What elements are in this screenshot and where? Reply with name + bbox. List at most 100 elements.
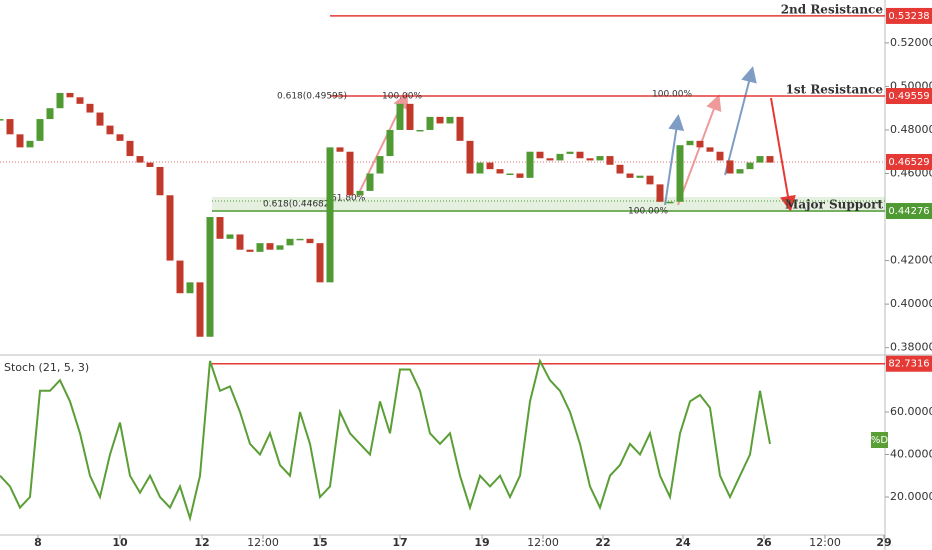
candle: [16, 134, 24, 148]
candle: [646, 175, 654, 185]
candle: [446, 116, 454, 124]
candle: [316, 243, 324, 283]
candle: [486, 162, 494, 170]
candle: [516, 173, 524, 178]
y-tick-label: 0.52000: [890, 36, 932, 49]
candle: [416, 129, 424, 132]
y-tick-label: 0.40000: [890, 297, 932, 310]
projection-arrow: [770, 97, 796, 212]
y-tick-label: 40.0000: [890, 447, 932, 460]
candle: [146, 162, 154, 167]
y-tick-label: 0.38000: [890, 341, 932, 354]
level-name: 1st Resistance: [786, 83, 884, 97]
candle: [196, 282, 204, 337]
candle: [236, 234, 244, 250]
candle: [296, 238, 304, 241]
candle: [506, 173, 514, 175]
candle: [456, 116, 464, 141]
level-name: 2nd Resistance: [781, 2, 884, 16]
candle: [226, 234, 234, 239]
candle: [116, 134, 124, 141]
candle: [576, 151, 584, 159]
candle: [76, 97, 84, 104]
candle: [0, 119, 4, 121]
y-tick-label: 60.0000: [890, 405, 932, 418]
fib-label: 61.80%: [331, 194, 366, 204]
y-tick-label: 0.42000: [890, 254, 932, 267]
projection-arrow: [724, 66, 757, 176]
candle: [66, 92, 74, 98]
candle: [186, 282, 194, 294]
candle: [166, 195, 174, 261]
candle: [706, 147, 714, 152]
candle: [426, 116, 434, 130]
fib-label: 0.618(0.49595): [277, 92, 347, 102]
x-tick-label: 26: [756, 536, 772, 549]
y-tick-label: 0.48000: [890, 123, 932, 136]
candle: [156, 166, 164, 196]
fib-label: 0.618(0.44682): [263, 200, 333, 210]
candle: [246, 249, 254, 252]
candle: [346, 151, 354, 196]
candle: [656, 184, 664, 202]
panel-title: Stoch (21, 5, 3): [4, 361, 89, 374]
price-label: 82.7316: [888, 359, 929, 370]
candle: [106, 125, 114, 135]
candle: [536, 151, 544, 159]
candle: [636, 175, 644, 178]
candle: [686, 140, 694, 146]
candle: [716, 151, 724, 161]
price-label: 0.44276: [888, 206, 929, 217]
x-tick-label: 10: [112, 536, 128, 549]
candle: [616, 164, 624, 174]
candle: [306, 238, 314, 244]
candle: [546, 158, 554, 161]
candle: [766, 156, 774, 163]
candle: [666, 201, 674, 204]
price-label: 0.49559: [888, 91, 929, 102]
candle: [566, 151, 574, 154]
candle: [276, 245, 284, 250]
candle: [626, 173, 634, 178]
candle: [216, 217, 224, 239]
candle: [206, 217, 214, 337]
candle: [86, 103, 94, 113]
fib-label: 100.00%: [382, 92, 422, 102]
projection-arrow: [677, 94, 722, 206]
price-label-box: [886, 7, 932, 24]
y-tick-label: 20.0000: [890, 490, 932, 503]
x-tick-label: 12: [194, 536, 209, 549]
candle: [326, 147, 334, 283]
x-tick-label: 8: [34, 536, 42, 549]
candle: [596, 156, 604, 161]
level-name: Major Support: [785, 198, 883, 212]
candle: [526, 151, 534, 178]
candle: [696, 140, 704, 148]
candle: [476, 162, 484, 174]
candle: [336, 147, 344, 152]
candle: [376, 156, 384, 174]
candle: [586, 158, 594, 161]
candle: [386, 129, 394, 157]
price-label-box: [886, 203, 932, 220]
price-label-box: [886, 355, 932, 372]
candle: [756, 156, 764, 163]
candle: [176, 260, 184, 294]
candle: [436, 116, 444, 124]
candle: [746, 162, 754, 170]
candle: [356, 190, 364, 196]
projection-arrow: [664, 114, 685, 206]
candle: [396, 103, 404, 130]
x-tick-label: 22: [595, 536, 610, 549]
x-tick-label: 29: [876, 536, 891, 549]
price-label: 0.53238: [888, 11, 929, 22]
legend-box: [871, 432, 888, 448]
legend-label: %D: [871, 435, 889, 446]
price-label-box: [886, 153, 932, 170]
candle: [466, 140, 474, 174]
x-tick-label: 15: [312, 536, 327, 549]
stoch-line: [0, 358, 771, 522]
x-tick-label: 12:00: [247, 536, 279, 549]
